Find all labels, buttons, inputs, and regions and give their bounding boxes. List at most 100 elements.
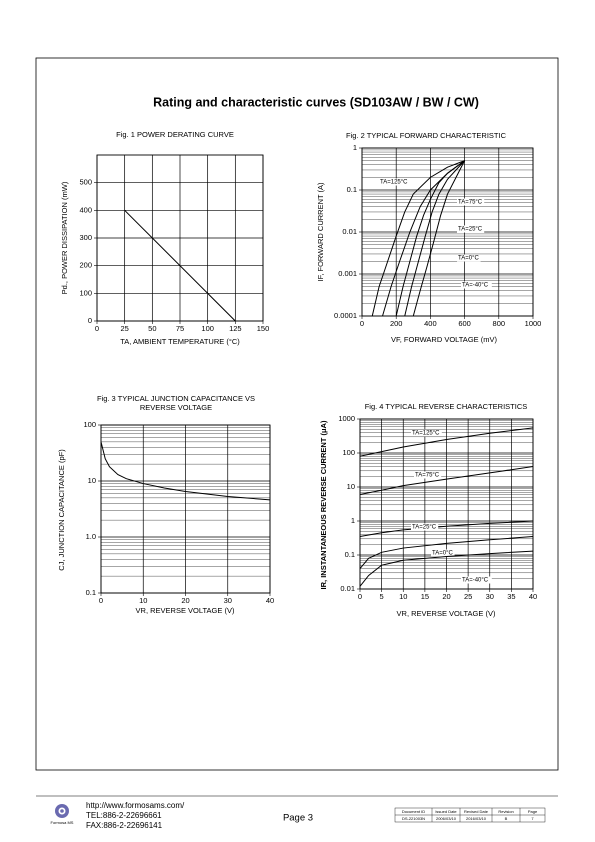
y-tick-label: 0.0001	[334, 311, 357, 320]
label-bg	[461, 576, 492, 584]
y-tick-label: 100	[83, 420, 96, 429]
y-axis-label: CJ, JUNCTION CAPACITANCE (pF)	[57, 449, 66, 571]
y-tick-label: 1	[351, 516, 355, 525]
x-tick-label: 75	[176, 324, 184, 333]
x-tick-label: 25	[120, 324, 128, 333]
chart-title: Fig. 4 TYPICAL REVERSE CHARACTERISTICS	[365, 402, 528, 411]
y-tick-label: 0.1	[347, 185, 357, 194]
y-axis-label: IF, FORWARD CURRENT (A)	[316, 182, 325, 282]
series-label: TA=25°C	[458, 227, 483, 233]
y-tick-label: 1	[353, 143, 357, 152]
x-tick-label: 400	[424, 319, 437, 328]
x-tick-label: 40	[266, 596, 274, 605]
x-tick-label: 800	[493, 319, 506, 328]
x-tick-label: 25	[464, 592, 472, 601]
y-tick-label: 1000	[338, 414, 355, 423]
y-tick-label: 0.1	[345, 550, 355, 559]
x-tick-label: 20	[181, 596, 189, 605]
doc-table-value: B	[505, 816, 508, 821]
logo-text: Formosa MS	[51, 820, 74, 825]
x-tick-label: 1000	[525, 319, 542, 328]
plot-frame	[361, 147, 534, 317]
y-tick-label: 0.01	[342, 227, 357, 236]
curve	[395, 160, 465, 317]
curve	[359, 536, 534, 569]
x-tick-label: 35	[507, 592, 515, 601]
y-tick-label: 500	[79, 178, 92, 187]
label-bg	[461, 281, 492, 289]
doc-table-header: Document ID	[402, 809, 425, 814]
x-tick-label: 10	[399, 592, 407, 601]
x-axis-label: VR, REVERSE VOLTAGE (V)	[397, 609, 496, 618]
y-tick-label: 0.1	[86, 588, 96, 597]
x-tick-label: 100	[201, 324, 214, 333]
x-axis-label: TA, AMBIENT TEMPERATURE (°C)	[120, 337, 240, 346]
y-axis-label: IR, INSTANTANEOUS REVERSE CURRENT (μA)	[319, 420, 328, 589]
footer-url: http://www.formosams.com/	[86, 801, 185, 810]
y-tick-label: 200	[79, 261, 92, 270]
footer-fax: FAX:886-2-22696141	[86, 821, 163, 830]
y-tick-label: 100	[342, 448, 355, 457]
page-title: Rating and characteristic curves (SD103A…	[153, 95, 479, 109]
doc-table-header: Revised Date	[464, 809, 489, 814]
doc-table-header: Revision	[498, 809, 513, 814]
curve	[371, 160, 465, 317]
curve	[412, 160, 466, 317]
series-label: TA=0°C	[458, 256, 479, 262]
x-tick-label: 150	[257, 324, 270, 333]
y-tick-label: 100	[79, 288, 92, 297]
label-bg	[457, 225, 485, 233]
label-bg	[414, 471, 442, 479]
doc-table-value: 2006/03/10	[436, 816, 457, 821]
page-number: Page 3	[283, 813, 313, 824]
label-bg	[379, 178, 410, 186]
series-label: TA=125°C	[412, 431, 440, 437]
doc-table-value: 2016/03/10	[466, 816, 487, 821]
curve	[359, 550, 534, 587]
logo	[55, 804, 69, 818]
curve	[124, 209, 236, 322]
curve	[359, 466, 534, 496]
y-tick-label: 0.001	[338, 269, 357, 278]
y-tick-label: 0	[88, 316, 92, 325]
x-axis-label: VR, REVERSE VOLTAGE (V)	[136, 606, 235, 615]
series-label: TA=-40°C	[462, 578, 489, 584]
x-tick-label: 30	[224, 596, 232, 605]
x-tick-label: 125	[229, 324, 242, 333]
chart-title: Fig. 2 TYPICAL FORWARD CHARACTERISTIC	[346, 131, 507, 140]
x-tick-label: 0	[95, 324, 99, 333]
doc-table-header: Issued Date	[435, 809, 457, 814]
x-tick-label: 40	[529, 592, 537, 601]
x-tick-label: 600	[458, 319, 471, 328]
chart-title: Fig. 3 TYPICAL JUNCTION CAPACITANCE VS	[97, 394, 255, 403]
chart-title: REVERSE VOLTAGE	[140, 403, 212, 412]
plot-frame	[359, 418, 534, 590]
x-tick-label: 10	[139, 596, 147, 605]
label-bg	[431, 549, 455, 557]
x-tick-label: 5	[380, 592, 384, 601]
curve	[100, 441, 271, 501]
x-tick-label: 200	[390, 319, 403, 328]
x-tick-label: 30	[486, 592, 494, 601]
series-label: TA=75°C	[458, 200, 483, 206]
y-tick-label: 400	[79, 205, 92, 214]
label-bg	[457, 254, 481, 262]
chart-title: Fig. 1 POWER DERATING CURVE	[116, 130, 234, 139]
y-tick-label: 10	[347, 482, 355, 491]
series-label: TA=0°C	[432, 551, 453, 557]
series-label: TA=-40°C	[462, 283, 489, 289]
plot-frame	[100, 424, 271, 594]
y-axis-label: Pd., POWER DISSIPATION (mW)	[60, 181, 69, 294]
y-tick-label: 0.01	[340, 584, 355, 593]
doc-table-value: DS-221003N	[402, 816, 425, 821]
series-label: TA=25°C	[412, 525, 437, 531]
x-tick-label: 15	[421, 592, 429, 601]
x-tick-label: 50	[148, 324, 156, 333]
label-bg	[457, 198, 485, 206]
plot-frame	[96, 154, 264, 322]
x-tick-label: 0	[99, 596, 103, 605]
label-bg	[411, 523, 439, 531]
series-label: TA=125°C	[380, 180, 408, 186]
